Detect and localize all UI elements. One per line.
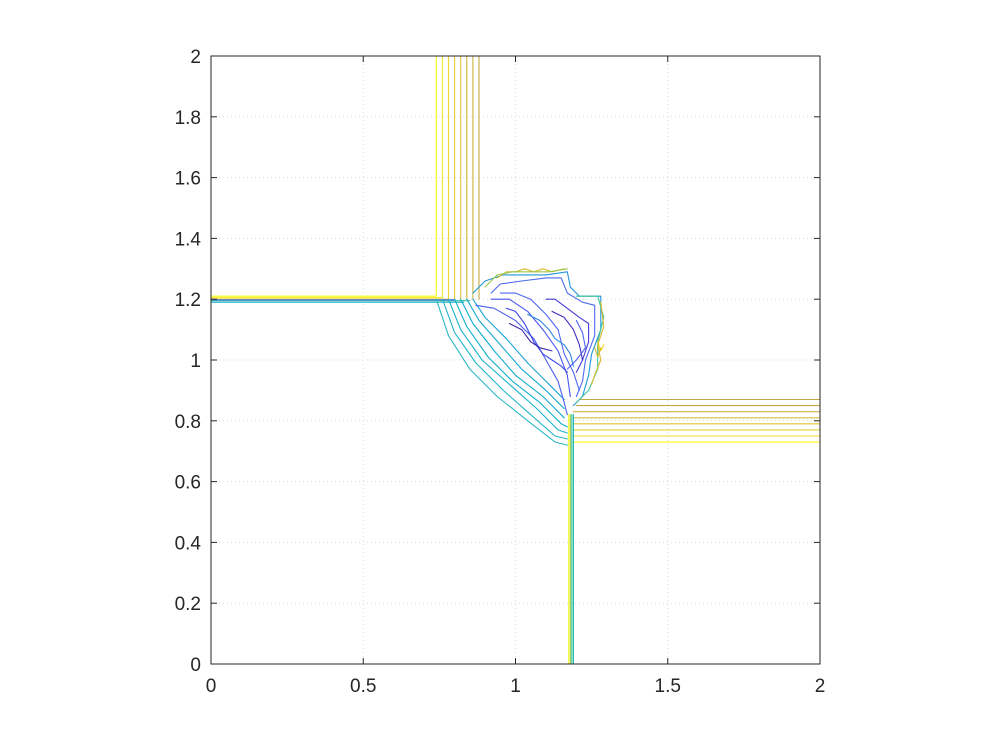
contour-line-23 <box>435 298 568 446</box>
contour-lines <box>210 55 821 665</box>
y-tick-label: 0.8 <box>175 412 201 433</box>
contour-line-37 <box>545 298 590 373</box>
x-tick-label: 0.5 <box>350 676 376 697</box>
y-tick-label: 0.4 <box>175 533 202 554</box>
contour-line-26 <box>454 298 568 428</box>
contour-line-28 <box>466 298 565 410</box>
contour-line-42 <box>484 268 568 288</box>
contour-line-27 <box>460 298 565 419</box>
y-tick-label: 1.4 <box>175 229 202 250</box>
contour-line-46 <box>594 347 602 358</box>
y-tick-label: 0.6 <box>175 473 201 494</box>
contour-line-39 <box>508 322 553 352</box>
contour-line-40 <box>566 319 587 370</box>
contour-line-1 <box>210 55 443 299</box>
contour-line-34 <box>499 292 580 391</box>
x-tick-label: 1.5 <box>655 676 681 697</box>
y-tick-label: 0 <box>190 655 201 676</box>
y-tick-label: 0.2 <box>175 594 201 615</box>
x-tick-label: 2 <box>815 676 826 697</box>
y-tick-label: 1.8 <box>175 108 201 129</box>
y-tick-label: 1.2 <box>175 290 201 311</box>
x-tick-label: 0 <box>206 676 217 697</box>
contour-line-36 <box>527 313 574 367</box>
contour-line-45 <box>597 341 605 352</box>
contour-line-33 <box>490 298 571 398</box>
y-tick-label: 1.6 <box>175 169 201 190</box>
tick-labels: 0 0.5 1 1.5 2 0 0.2 0.4 0.6 0.8 1 1.2 1.4 1.6 1.8 2 <box>175 47 826 697</box>
x-tick-label: 1 <box>510 676 521 697</box>
contour-line-0 <box>210 55 437 297</box>
contour-line-29 <box>472 298 565 401</box>
y-tick-label: 1 <box>190 351 201 372</box>
contour-line-30 <box>472 271 602 407</box>
contour-line-31 <box>490 277 596 398</box>
contour-line-24 <box>441 298 568 440</box>
contour-line-25 <box>447 298 568 434</box>
axes <box>210 55 821 665</box>
contour-line-38 <box>551 310 584 361</box>
y-tick-label: 2 <box>190 47 201 68</box>
contour-line-35 <box>505 307 568 373</box>
grid-lines <box>211 56 820 664</box>
